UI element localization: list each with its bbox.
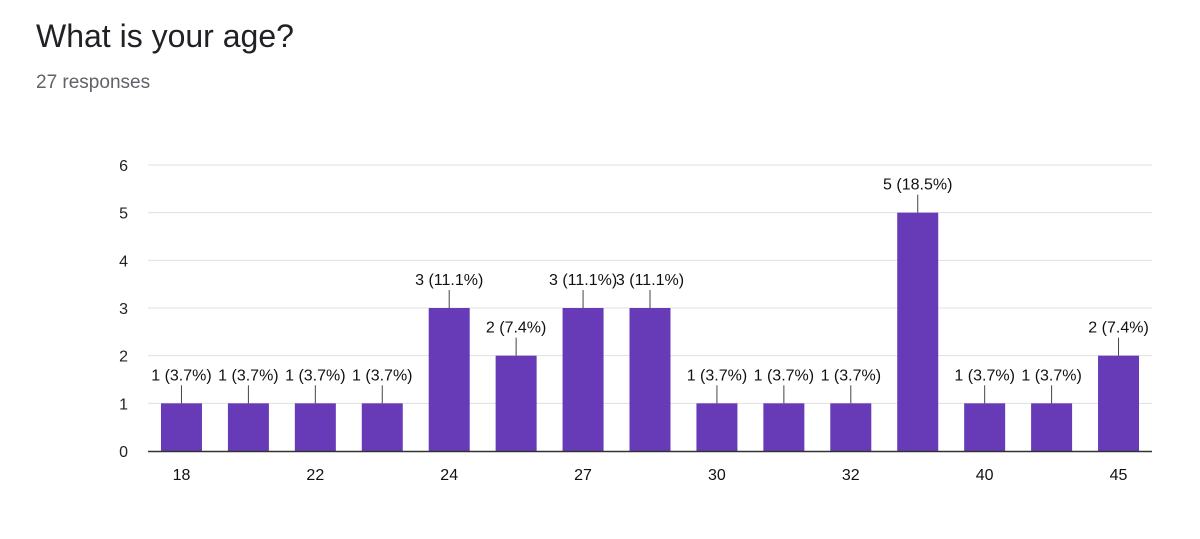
data-label: 1 (3.7%): [821, 367, 881, 384]
y-axis-ticks: 0 1 2 3 4 5 6: [119, 158, 128, 461]
x-tick-label: 32: [842, 467, 860, 484]
bar: [495, 355, 537, 451]
data-labels: 1 (3.7%) 1 (3.7%) 1 (3.7%) 1 (3.7%) 3 (11.1%…: [151, 177, 1149, 404]
y-tick-label: 6: [119, 158, 128, 175]
data-label: 5 (18.5%): [883, 177, 952, 194]
data-label: 1 (3.7%): [687, 367, 747, 384]
data-label: 1 (3.7%): [285, 367, 345, 384]
bar: [964, 403, 1006, 451]
x-tick-label: 22: [306, 467, 324, 484]
x-tick-label: 24: [440, 467, 458, 484]
x-tick-label: 40: [976, 467, 994, 484]
data-label: 2 (7.4%): [1088, 320, 1148, 337]
bar: [1031, 403, 1073, 451]
y-tick-label: 0: [119, 444, 128, 461]
bar: [227, 403, 269, 451]
bar: [160, 403, 202, 451]
question-title: What is your age?: [36, 18, 294, 54]
y-tick-label: 1: [119, 396, 128, 413]
bar: [763, 403, 805, 451]
y-tick-label: 2: [119, 349, 128, 366]
data-label: 1 (3.7%): [352, 367, 412, 384]
bar: [294, 403, 336, 451]
y-tick-label: 3: [119, 301, 128, 318]
bar: [696, 403, 738, 451]
data-label: 1 (3.7%): [1021, 367, 1081, 384]
x-axis-ticks: 18 22 24 27 30 32 40 45: [173, 467, 1128, 484]
response-count: 27 responses: [36, 72, 151, 93]
y-tick-label: 5: [119, 206, 128, 223]
x-tick-label: 27: [574, 467, 592, 484]
y-tick-label: 4: [119, 253, 128, 270]
bar: [428, 308, 470, 451]
bars: [160, 212, 1140, 451]
bar: [897, 212, 939, 451]
data-label: 2 (7.4%): [486, 320, 546, 337]
data-label: 1 (3.7%): [954, 367, 1014, 384]
bar: [1098, 355, 1140, 451]
x-tick-label: 45: [1110, 467, 1128, 484]
x-tick-label: 18: [173, 467, 191, 484]
data-label: 3 (11.1%): [549, 272, 617, 289]
x-tick-label: 30: [708, 467, 726, 484]
bar: [562, 308, 604, 451]
data-label: 3 (11.1%): [415, 272, 483, 289]
data-label: 1 (3.7%): [218, 367, 278, 384]
data-label: 3 (11.1%): [616, 272, 684, 289]
data-label: 1 (3.7%): [754, 367, 814, 384]
bar: [830, 403, 872, 451]
bar: [361, 403, 403, 451]
data-label: 1 (3.7%): [151, 367, 211, 384]
bar: [629, 308, 671, 451]
